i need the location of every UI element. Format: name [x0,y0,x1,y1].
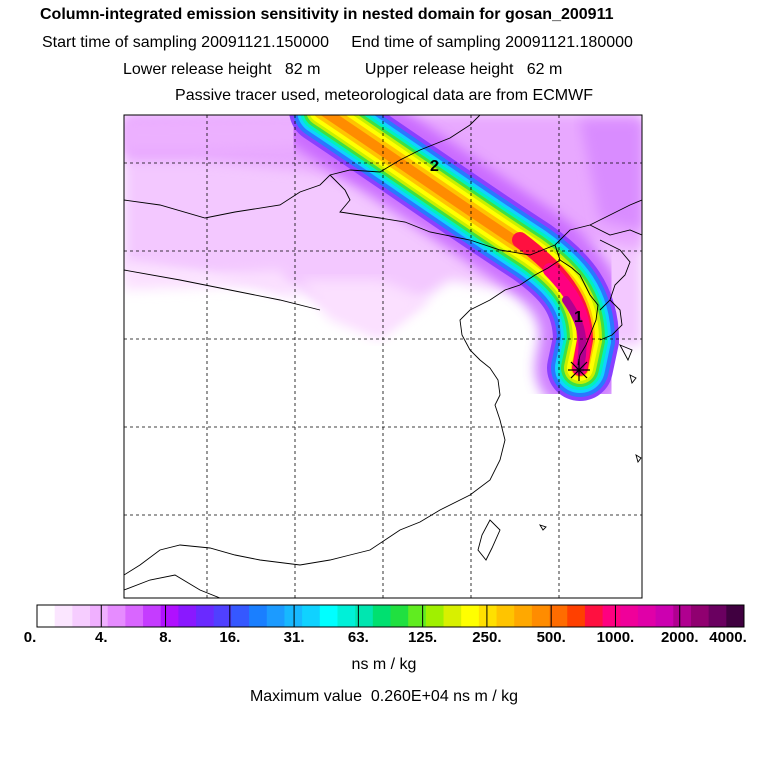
colorbar-tick-label: 0. [23,629,37,646]
colorbar-swatch [125,605,144,627]
colorbar-tick-label: 4. [95,629,108,646]
plot-title: Column-integrated emission sensitivity i… [40,6,614,23]
colorbar-swatch [266,605,285,627]
colorbar-swatch [213,605,232,627]
colorbar-swatch [355,605,374,627]
colorbar-swatch [302,605,321,627]
colorbar-tick-label: 250. [472,629,502,646]
map-frame [123,114,643,599]
release-heights: Lower release height 82 m Upper release … [123,61,563,78]
colorbar-swatch [372,605,391,627]
colorbar-swatch [196,605,215,627]
colorbar-swatch [531,605,551,627]
maximum-value: Maximum value 0.260E+04 ns m / kg [249,688,519,705]
colorbar-tick-label: 1000. [596,629,635,646]
receptor-star-icon [568,359,590,381]
colorbar-swatch [337,605,356,627]
colorbar-swatch [160,605,179,627]
colorbar-swatch [319,605,338,627]
colorbar-swatch [690,605,710,627]
colorbar-tick-label: 2000. [660,629,699,646]
colorbar-swatch [90,605,109,627]
colorbar-tick-label: 31. [283,629,305,646]
colorbar-swatch [461,605,480,627]
colorbar-tick-label: 4000. [709,629,747,646]
colorbar-swatch [443,605,462,627]
tracer-note: Passive tracer used, meteorological data… [175,87,593,104]
colorbar-swatch [567,605,586,627]
colorbar-swatch [708,605,727,627]
colorbar-swatch [655,605,674,627]
lat-lon-grid [124,115,642,598]
trajectory-label-1: 1 [574,309,583,326]
colorbar-frame [36,604,745,628]
sampling-times: Start time of sampling 20091121.150000 E… [42,34,633,51]
colorbar-swatch [726,605,745,627]
colorbar-swatch [143,605,162,627]
colorbar-tick-label: 8. [159,629,172,646]
colorbar-swatch [107,605,126,627]
colorbar-swatch [231,605,250,627]
trajectory-label-2: 2 [430,158,439,175]
colorbar-tick-label: 125. [408,629,438,646]
colorbar-swatch [620,605,639,627]
colorbar-swatch [72,605,91,627]
colorbar-swatch [584,605,604,627]
colorbar-swatch [496,605,515,627]
colorbar-tick-label: 63. [347,629,369,646]
colorbar-swatch [408,605,427,627]
colorbar-units: ns m / kg [351,656,417,673]
colorbar-swatch [54,605,73,627]
colorbar-swatch [478,605,498,627]
colorbar-swatch [549,605,568,627]
colorbar-swatch [602,605,621,627]
colorbar-swatch [673,605,692,627]
colorbar-swatch [249,605,268,627]
colorbar-tick-label: 16. [219,629,241,646]
colorbar-swatch [284,605,303,627]
colorbar-swatch [390,605,409,627]
colorbar-swatch [37,605,56,627]
coastlines [124,115,642,598]
colorbar-swatch [425,605,445,627]
colorbar-swatch [514,605,533,627]
colorbar-swatch [178,605,197,627]
colorbar-swatch [637,605,657,627]
colorbar [36,604,745,628]
colorbar-tick-label: 500. [536,629,566,646]
